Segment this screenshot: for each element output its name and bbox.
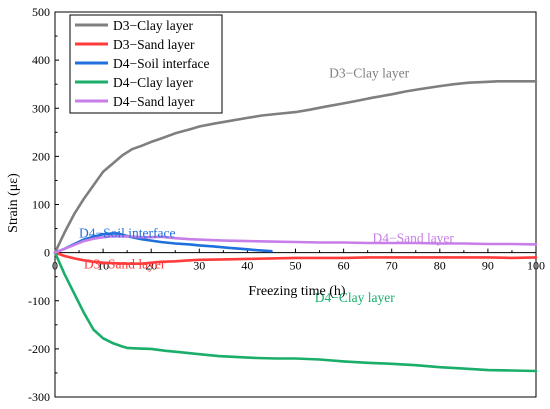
y-axis-title: Strain (με) [6, 173, 21, 233]
y-tick-label: 0 [44, 246, 50, 260]
x-tick-label: 90 [482, 259, 494, 273]
legend-label: D3−Sand layer [113, 37, 195, 52]
y-tick-label: 400 [32, 53, 50, 67]
x-tick-label: 60 [338, 259, 350, 273]
y-tick-label: 200 [32, 149, 50, 163]
series-annotation: D3−Clay layer [329, 65, 409, 80]
y-tick-label: 500 [32, 5, 50, 19]
series-line [53, 232, 273, 254]
series-annotation: D4−Sand layer [372, 231, 454, 246]
x-axis-title: Freezing time (h) [248, 284, 346, 299]
series-line [53, 251, 538, 373]
series-annotation: D4−Soil interface [79, 226, 175, 241]
y-tick-label: -300 [28, 390, 50, 404]
x-tick-label: 30 [193, 259, 205, 273]
y-tick-label: 300 [32, 101, 50, 115]
series-line [53, 80, 538, 254]
y-tick-label: -200 [28, 342, 50, 356]
legend-label: D4−Sand layer [113, 94, 195, 109]
series-annotation: D4−Clay layer [315, 290, 395, 305]
x-tick-label: 80 [434, 259, 446, 273]
x-tick-label: 70 [386, 259, 398, 273]
x-tick-label: 50 [290, 259, 302, 273]
legend-label: D4−Soil interface [113, 56, 209, 71]
y-tick-label: 100 [32, 198, 50, 212]
series-annotation: D3−Sand layer [84, 257, 166, 272]
x-tick-label: 100 [527, 259, 545, 273]
legend-label: D4−Clay layer [113, 75, 193, 90]
x-tick-label: 40 [241, 259, 253, 273]
series-line [53, 251, 538, 266]
y-tick-label: -100 [28, 294, 50, 308]
x-tick-label: 0 [52, 259, 58, 273]
legend-label: D3−Clay layer [113, 18, 193, 33]
series-line [53, 235, 538, 254]
